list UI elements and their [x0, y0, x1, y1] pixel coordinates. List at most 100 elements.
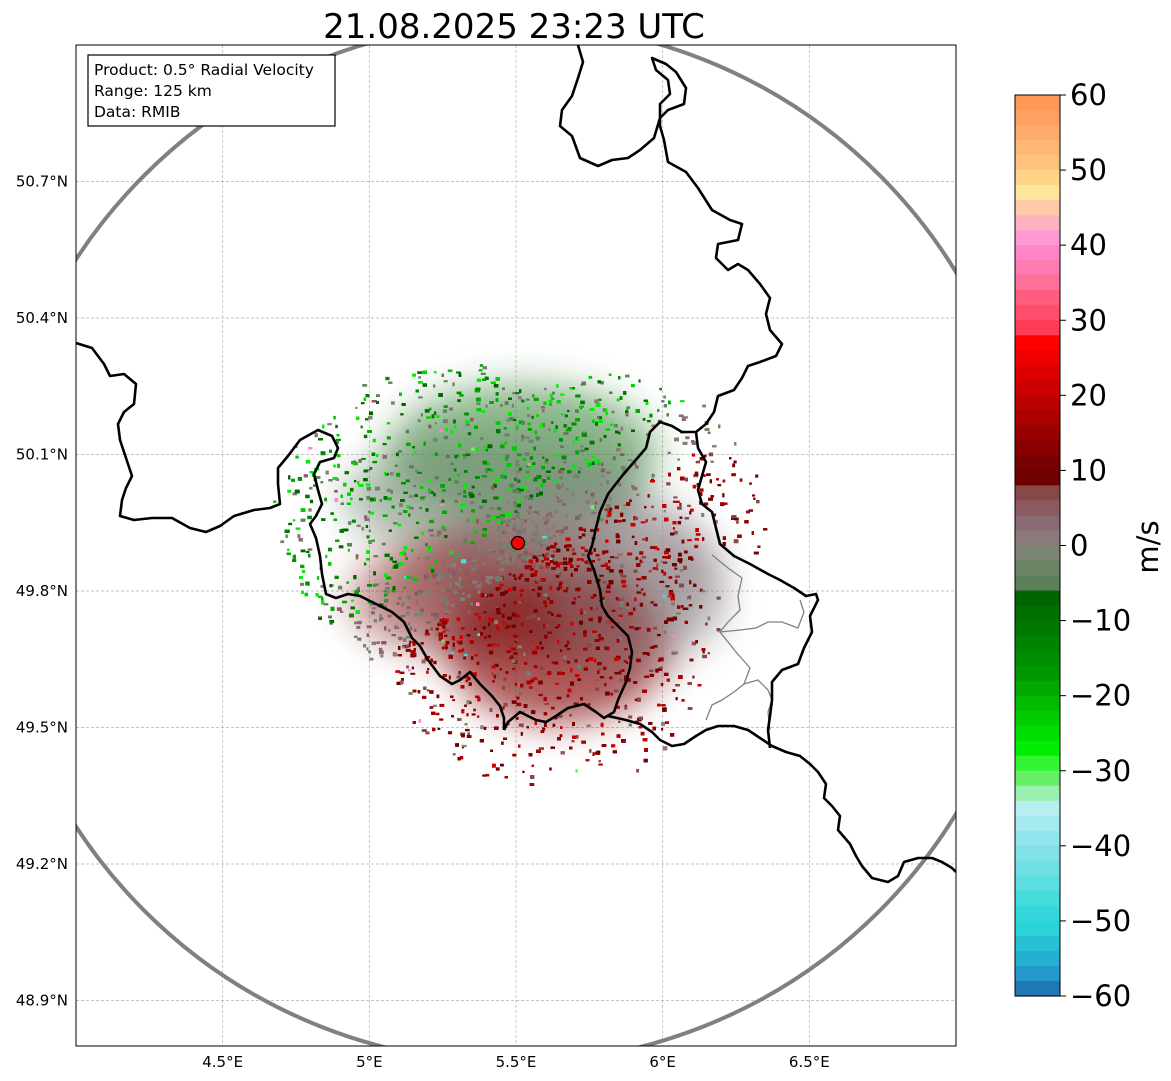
echo-pixel — [604, 550, 609, 554]
echo-pixel — [399, 671, 405, 674]
echo-pixel — [534, 430, 538, 435]
echo-pixel — [499, 550, 504, 554]
echo-pixel — [535, 525, 539, 529]
echo-pixel — [364, 518, 370, 521]
echo-pixel — [594, 501, 597, 505]
echo-pixel — [461, 709, 465, 714]
echo-pixel — [470, 656, 474, 660]
echo-pixel — [523, 458, 527, 461]
echo-pixel — [519, 525, 523, 528]
echo-pixel — [511, 517, 516, 520]
echo-pixel — [300, 549, 306, 553]
echo-pixel — [356, 625, 361, 629]
echo-pixel — [408, 576, 414, 579]
echo-pixel — [555, 564, 560, 568]
echo-pixel — [559, 734, 563, 737]
echo-pixel — [452, 699, 456, 702]
echo-pixel — [672, 500, 678, 503]
echo-pixel — [542, 479, 546, 483]
echo-pixel — [524, 475, 530, 479]
echo-pixel — [494, 478, 500, 481]
echo-pixel — [483, 611, 487, 614]
echo-pixel — [464, 571, 468, 576]
echo-pixel — [334, 575, 339, 579]
echo-pixel — [571, 601, 576, 605]
echo-pixel — [321, 518, 326, 521]
echo-pixel — [739, 478, 743, 482]
echo-pixel — [660, 683, 664, 686]
echo-pixel — [450, 695, 454, 698]
echo-pixel — [489, 650, 494, 655]
echo-pixel — [587, 463, 592, 467]
echo-pixel — [544, 460, 549, 464]
echo-pixel — [684, 517, 689, 520]
echo-pixel — [642, 538, 646, 541]
echo-pixel — [652, 517, 657, 521]
echo-pixel — [325, 470, 329, 475]
echo-pixel — [666, 617, 670, 622]
echo-pixel — [458, 640, 463, 645]
echo-pixel — [441, 639, 445, 643]
echo-pixel — [357, 637, 362, 641]
echo-pixel — [484, 551, 489, 554]
echo-pixel — [605, 539, 609, 543]
echo-pixel — [664, 550, 669, 555]
echo-pixel — [380, 655, 384, 658]
echo-pixel — [560, 726, 563, 729]
echo-pixel — [382, 514, 388, 517]
echo-pixel — [578, 514, 582, 518]
map-area — [75, 44, 957, 1047]
echo-pixel — [300, 582, 304, 586]
echo-pixel — [500, 404, 503, 407]
echo-pixel — [573, 474, 578, 479]
echo-pixel — [597, 634, 602, 637]
echo-pixel — [415, 521, 420, 524]
echo-pixel — [733, 460, 737, 464]
echo-pixel — [351, 519, 356, 523]
echo-pixel — [320, 481, 324, 484]
echo-pixel — [521, 434, 525, 439]
echo-pixel — [387, 614, 392, 618]
echo-pixel — [679, 516, 683, 519]
echo-pixel — [588, 375, 593, 379]
echo-pixel — [438, 637, 444, 641]
echo-pixel — [496, 643, 500, 647]
echo-pixel — [583, 647, 588, 651]
echo-pixel — [366, 550, 370, 554]
echo-pixel — [594, 399, 600, 403]
echo-pixel — [455, 743, 459, 747]
echo-pixel — [329, 584, 332, 588]
echo-pixel — [579, 449, 585, 453]
echo-pixel — [343, 482, 347, 487]
echo-pixel — [523, 652, 526, 656]
echo-pixel — [607, 494, 611, 499]
echo-pixel — [699, 492, 703, 496]
echo-pixel — [650, 601, 654, 604]
echo-pixel — [670, 733, 675, 737]
echo-pixel — [600, 381, 604, 385]
echo-pixel — [611, 625, 615, 629]
echo-pixel — [542, 409, 545, 413]
echo-pixel — [533, 573, 537, 577]
echo-pixel — [467, 732, 470, 736]
echo-pixel — [369, 511, 375, 515]
echo-pixel — [531, 710, 536, 714]
echo-pixel — [554, 542, 558, 546]
echo-pixel — [300, 564, 305, 568]
echo-pixel — [461, 648, 465, 652]
echo-pixel — [371, 611, 375, 615]
echo-pixel — [635, 465, 639, 469]
echo-pixel — [369, 657, 374, 661]
echo-pixel — [508, 573, 512, 576]
echo-pixel — [428, 490, 433, 494]
echo-pixel — [464, 412, 469, 416]
echo-pixel — [445, 602, 449, 605]
echo-pixel — [621, 579, 626, 584]
echo-pixel — [416, 471, 422, 474]
echo-pixel — [609, 507, 613, 511]
echo-pixel — [438, 393, 443, 397]
echo-pixel — [493, 674, 496, 679]
echo-pixel — [433, 704, 437, 707]
echo-pixel — [412, 641, 417, 644]
echo-pixel — [523, 548, 526, 551]
